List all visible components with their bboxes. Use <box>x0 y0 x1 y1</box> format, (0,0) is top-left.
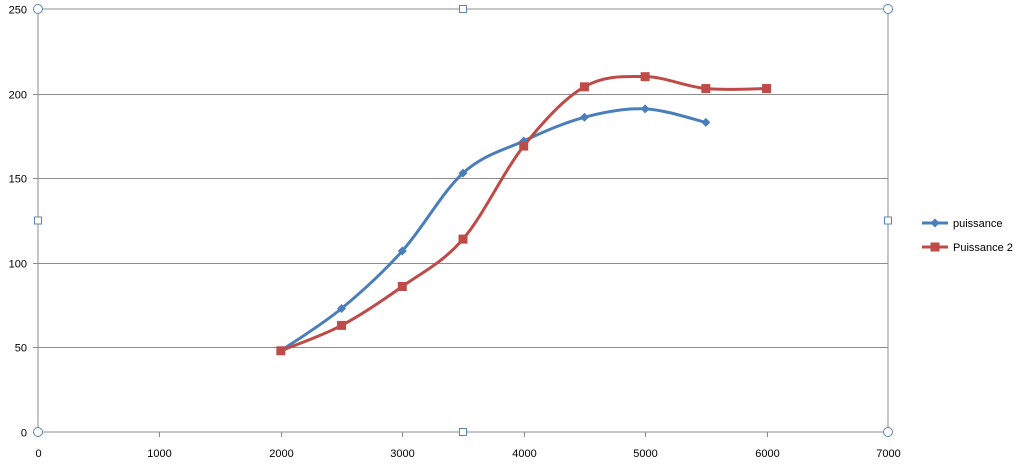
y-tick-label: 0 <box>21 428 27 440</box>
legend-label: puissance <box>953 218 1003 230</box>
series-puissance-2-point <box>640 72 650 82</box>
x-tick-label: 6000 <box>755 448 779 460</box>
resize-handle-side[interactable] <box>34 216 42 225</box>
series-puissance-point <box>397 246 407 256</box>
legend-label: Puissance 2 <box>953 242 1013 254</box>
series-puissance-2-point <box>579 82 589 92</box>
resize-handle-side[interactable] <box>459 5 467 13</box>
x-tick-label: 1000 <box>147 448 171 460</box>
series-puissance-2-point <box>337 320 347 330</box>
series-puissance-2-line <box>279 75 769 353</box>
resize-handle-corner[interactable] <box>883 427 893 437</box>
series-puissance-2-point <box>276 346 286 356</box>
series-puissance-2-point <box>458 234 468 244</box>
x-tick-label: 2000 <box>269 448 293 460</box>
y-tick-label: 100 <box>9 259 27 271</box>
resize-handle-corner[interactable] <box>883 4 893 14</box>
y-tick-label: 50 <box>15 343 27 355</box>
series-puissance-point <box>458 168 468 178</box>
selection-handles[interactable] <box>33 4 893 437</box>
series-puissance-2-point <box>519 141 529 151</box>
y-tick-label: 250 <box>9 5 27 17</box>
series-puissance-point <box>701 117 711 127</box>
resize-handle-corner[interactable] <box>33 4 43 14</box>
legend-swatch-marker <box>930 218 940 228</box>
x-tick-label: 4000 <box>512 448 536 460</box>
series-puissance-point <box>640 104 650 114</box>
y-axis-tick-labels: 0 50 100 150 200 250 <box>9 5 27 440</box>
series-lines <box>279 75 769 353</box>
series-puissance-line <box>279 107 708 353</box>
x-tick-label: 5000 <box>633 448 657 460</box>
series-puissance-2-point <box>762 84 772 94</box>
legend-swatch-marker <box>930 242 940 252</box>
legend: puissance Puissance 2 <box>922 218 1013 254</box>
x-axis-tick-labels: 0 1000 2000 3000 4000 5000 6000 7000 <box>35 448 900 460</box>
x-tick-label: 0 <box>35 448 41 460</box>
y-tick-label: 200 <box>9 90 27 102</box>
x-tick-label: 7000 <box>876 448 900 460</box>
x-tick-label: 3000 <box>390 448 414 460</box>
y-tick-label: 150 <box>9 174 27 186</box>
series-puissance-2-point <box>701 84 711 94</box>
resize-handle-corner[interactable] <box>33 427 43 437</box>
series-puissance-2-point <box>397 281 407 291</box>
resize-handle-side[interactable] <box>884 216 892 225</box>
gridlines <box>38 94 888 348</box>
axis-ticks <box>33 9 889 437</box>
plot-area <box>37 8 889 433</box>
series-markers <box>276 72 772 356</box>
series-puissance-point <box>337 303 347 313</box>
resize-handle-side[interactable] <box>459 428 467 436</box>
series-puissance-point <box>579 112 589 122</box>
